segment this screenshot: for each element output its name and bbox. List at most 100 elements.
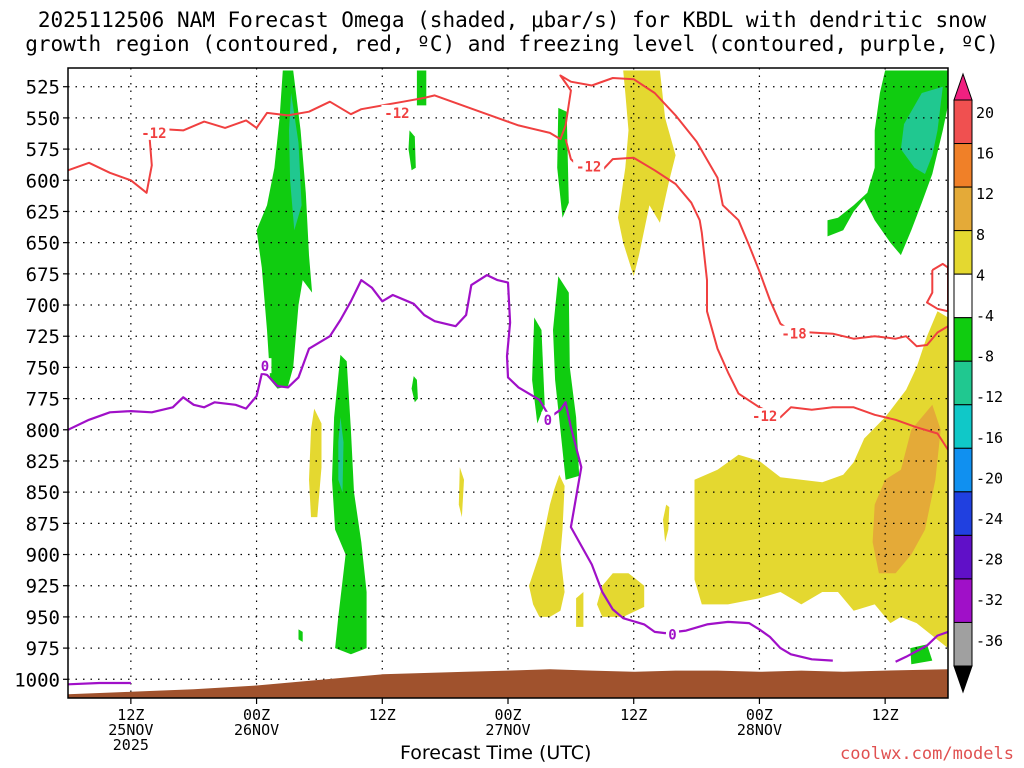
colorbar-box-0 (953, 99, 973, 145)
plot-content: -12 -12 -12 -18 -12 0 0 0 (68, 68, 948, 698)
colorbar-box-3 (953, 230, 973, 275)
dgz-contour-2 (926, 262, 948, 313)
y-tick-label-600: 600 (26, 170, 60, 192)
omega-region-sinking-9 (408, 130, 416, 171)
contour-label-1: -12 (384, 106, 409, 122)
contour-label-bg-1 (381, 104, 413, 120)
colorbar-box-4 (953, 273, 973, 319)
y-tick-label-825: 825 (26, 451, 60, 473)
y-tick-label-575: 575 (26, 139, 60, 161)
colorbar-label-13: -36 (976, 632, 1003, 650)
y-tick-label-875: 875 (26, 513, 60, 535)
colorbar-label-11: -28 (976, 551, 1003, 569)
omega-region-sinking-22 (910, 644, 933, 665)
colorbar-bottom-arrow (953, 665, 973, 694)
omega-region-sinking-8 (416, 70, 427, 106)
y-tick-label-750: 750 (26, 357, 60, 379)
omega-region-sinking-5 (553, 276, 580, 480)
contour-label-bg-2 (573, 158, 605, 174)
x-tick-label-6-1: 25NOV (108, 721, 153, 739)
dgz-contour-1 (564, 138, 948, 451)
y-tick-label-525: 525 (26, 77, 60, 99)
omega-region-sinking-3 (338, 417, 344, 493)
omega-region-rising-15 (458, 467, 464, 518)
colorbar-label-3: 8 (976, 226, 985, 244)
x-tick-label-18-1: 26NOV (234, 721, 279, 739)
colorbar-top-arrow (953, 72, 973, 101)
contour-label-bg-0 (138, 124, 170, 140)
x-tick-label-42-0: 00Z (494, 706, 521, 724)
contour-label-6: 0 (544, 413, 552, 429)
x-tick-label-66-1: 28NOV (737, 721, 782, 739)
contour-label-bg-4 (749, 408, 781, 424)
x-tick-label-6-0: 12Z (117, 706, 144, 724)
y-tick-label-850: 850 (26, 482, 60, 504)
colorbar-label-2: 12 (976, 185, 994, 203)
omega-region-rising-21 (872, 404, 941, 574)
contour-label-4: -12 (752, 409, 777, 425)
omega-region-rising-17 (663, 504, 670, 543)
contour-label-2: -12 (576, 160, 601, 176)
omega-region-sinking-12 (900, 86, 943, 174)
x-tick-label-18-0: 00Z (243, 706, 270, 724)
freezing-contour-0 (68, 274, 833, 662)
y-tick-label-900: 900 (26, 545, 60, 567)
y-tick-label-950: 950 (26, 607, 60, 629)
y-tick-label-700: 700 (26, 295, 60, 317)
omega-region-rising-19 (597, 573, 645, 617)
colorbar-label-4: 4 (976, 266, 985, 284)
colorbar-box-2 (953, 186, 973, 232)
x-tick-label-78-0: 12Z (872, 706, 899, 724)
colorbar-box-6 (953, 360, 973, 406)
freezing-contour-1 (895, 630, 948, 663)
colorbar-label-9: -20 (976, 469, 1003, 487)
colorbar-box-8 (953, 447, 973, 493)
omega-region-rising-14 (309, 408, 322, 518)
colorbar-label-8: -16 (976, 429, 1003, 447)
contour-label-bg-6 (541, 411, 555, 427)
colorbar-box-9 (953, 491, 973, 536)
contour-label-bg-3 (778, 325, 810, 341)
colorbar-box-5 (953, 317, 973, 362)
contour-label-bg-7 (665, 626, 679, 642)
omega-region-sinking-10 (298, 629, 303, 642)
colorbar-label-0: 20 (976, 104, 994, 122)
x-tick-label-66-0: 00Z (746, 706, 773, 724)
y-tick-label-800: 800 (26, 420, 60, 442)
colorbar-box-12 (953, 621, 973, 667)
contour-label-7: 0 (668, 627, 676, 643)
x-tick-label-42-1: 27NOV (485, 721, 530, 739)
chart-title-line-1: 2025112506 NAM Forecast Omega (shaded, μ… (37, 8, 987, 32)
chart-title-line-2: growth region (contoured, red, ºC) and f… (25, 32, 999, 56)
credit-text: coolwx.com/models (840, 744, 1014, 764)
colorbar-box-1 (953, 143, 973, 188)
colorbar-box-7 (953, 404, 973, 449)
contour-label-0: -12 (141, 126, 166, 142)
colorbar-box-11 (953, 578, 973, 623)
y-tick-label-925: 925 (26, 576, 60, 598)
contour-label-3: -18 (781, 327, 806, 343)
colorbar-label-1: 16 (976, 145, 994, 163)
colorbar-label-5: -4 (976, 307, 994, 325)
contour-label-bg-5 (258, 358, 272, 374)
colorbar-label-12: -32 (976, 591, 1003, 609)
x-tick-label-30-0: 12Z (369, 706, 396, 724)
colorbar-label-7: -12 (976, 388, 1003, 406)
omega-region-rising-13 (618, 70, 676, 277)
x-tick-label-6-2: 2025 (113, 736, 149, 754)
colorbar-box-10 (953, 534, 973, 580)
colorbar-label-10: -24 (976, 510, 1003, 528)
y-tick-label-775: 775 (26, 389, 60, 411)
colorbar-label-6: -8 (976, 348, 994, 366)
y-tick-label-675: 675 (26, 264, 60, 286)
y-tick-label-975: 975 (26, 638, 60, 660)
omega-region-sinking-1 (289, 93, 302, 231)
x-tick-label-54-0: 12Z (620, 706, 647, 724)
y-tick-label-1000: 1000 (14, 669, 60, 691)
y-tick-label-725: 725 (26, 326, 60, 348)
omega-region-sinking-7 (411, 376, 418, 403)
omega-region-rising-18 (576, 592, 584, 627)
x-axis-title: Forecast Time (UTC) (400, 742, 592, 764)
y-tick-label-650: 650 (26, 233, 60, 255)
ground-terrain (68, 669, 948, 698)
